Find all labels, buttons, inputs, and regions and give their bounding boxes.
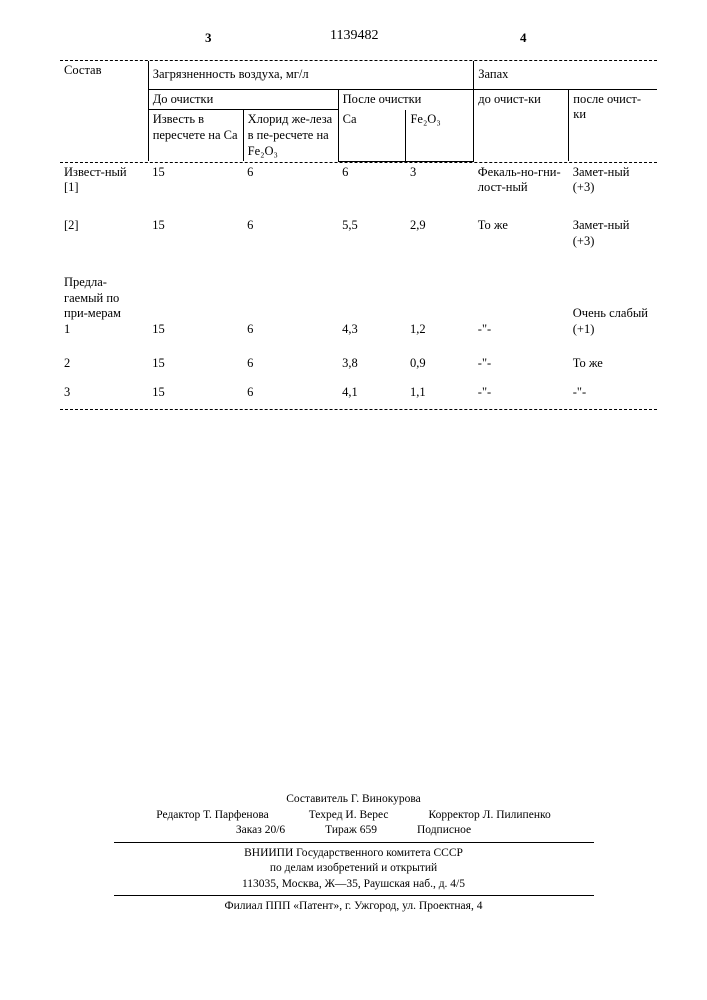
table-row: [2] 15 6 5,5 2,9 То же Замет-ный (+3) [60, 216, 657, 251]
col-air-pollution: Загрязненность воздуха, мг/л [148, 61, 474, 89]
col-ca: Ca [338, 110, 406, 161]
footer-rule-1 [114, 842, 594, 843]
footer-editor: Редактор Т. Парфенова [156, 808, 268, 824]
row-label: 2 [60, 354, 148, 374]
col-fe2o3: Fe₂O₃ [406, 110, 474, 161]
cell: 15 [148, 163, 243, 198]
col-before-clean: До очистки [148, 89, 338, 110]
table-row: 3 15 6 4,1 1,1 -"- -"- [60, 383, 657, 403]
page: 3 1139482 4 Состав Загрязненность воздух… [0, 0, 707, 1000]
cell: То же [474, 216, 569, 251]
cell: 6 [243, 163, 338, 198]
imprint-footer: Составитель Г. Винокурова Редактор Т. Па… [0, 792, 707, 915]
col-smell-before: до очист-ки [474, 89, 569, 161]
cell: Очень слабый (+1) [569, 273, 657, 340]
cell: 4,1 [338, 383, 406, 403]
cell: 6 [243, 354, 338, 374]
row-label: Извест-ный [1] [60, 163, 148, 198]
cell: 6 [243, 216, 338, 251]
row-label: [2] [60, 216, 148, 251]
cell: Замет-ный (+3) [569, 216, 657, 251]
table-row: 2 15 6 3,8 0,9 -"- То же [60, 354, 657, 374]
footer-tech: Техред И. Верес [309, 808, 389, 824]
footer-tirazh: Тираж 659 [325, 823, 377, 839]
table-bottom-rule [60, 409, 657, 410]
footer-org1: ВНИИПИ Государственного комитета СССР [0, 846, 707, 862]
col-smell-after: после очист-ки [569, 89, 657, 161]
cell: 0,9 [406, 354, 474, 374]
footer-order: Заказ 20/6 [236, 823, 285, 839]
cell: 15 [148, 273, 243, 340]
table-row: Извест-ный [1] 15 6 6 3 Фекаль-но-гни-ло… [60, 163, 657, 198]
row-label: Предла-гаемый по при-мерам 1 [60, 273, 148, 340]
cell: Замет-ный (+3) [569, 163, 657, 198]
cell: 3 [406, 163, 474, 198]
col-smell: Запах [474, 61, 657, 89]
cell: 15 [148, 354, 243, 374]
cell: 15 [148, 383, 243, 403]
col-fecl: Хлорид же-леза в пе-ресчете на Fe₂O₃ [243, 110, 338, 161]
cell: 5,5 [338, 216, 406, 251]
cell: 1,1 [406, 383, 474, 403]
table-row: Предла-гаемый по при-мерам 1 15 6 4,3 1,… [60, 273, 657, 340]
row-label: 3 [60, 383, 148, 403]
footer-branch: Филиал ППП «Патент», г. Ужгород, ул. Про… [0, 899, 707, 915]
footer-compiler: Составитель Г. Винокурова [0, 792, 707, 808]
cell: -"- [474, 273, 569, 340]
cell: -"- [474, 383, 569, 403]
page-number-right: 4 [520, 30, 527, 46]
cell: 4,3 [338, 273, 406, 340]
cell: То же [569, 354, 657, 374]
cell: 3,8 [338, 354, 406, 374]
data-table: Состав Загрязненность воздуха, мг/л Запа… [60, 61, 657, 403]
cell: 6 [338, 163, 406, 198]
col-composition: Состав [60, 61, 148, 161]
cell: 1,2 [406, 273, 474, 340]
footer-org2: по делам изобретений и открытий [0, 861, 707, 877]
cell: 15 [148, 216, 243, 251]
page-header: 3 1139482 4 [60, 30, 657, 60]
footer-addr: 113035, Москва, Ж—35, Раушская наб., д. … [0, 877, 707, 893]
cell: -"- [569, 383, 657, 403]
cell: 6 [243, 383, 338, 403]
footer-corrector: Корректор Л. Пилипенко [429, 808, 551, 824]
footer-sign: Подписное [417, 823, 471, 839]
footer-rule-2 [114, 895, 594, 896]
col-lime-ca: Известь в пересчете на Ca [148, 110, 243, 161]
cell: -"- [474, 354, 569, 374]
cell: 6 [243, 273, 338, 340]
col-after-clean: После очистки [338, 89, 474, 110]
cell: 2,9 [406, 216, 474, 251]
cell: Фекаль-но-гни-лост-ный [474, 163, 569, 198]
document-number: 1139482 [330, 28, 378, 44]
page-number-left: 3 [205, 30, 212, 46]
